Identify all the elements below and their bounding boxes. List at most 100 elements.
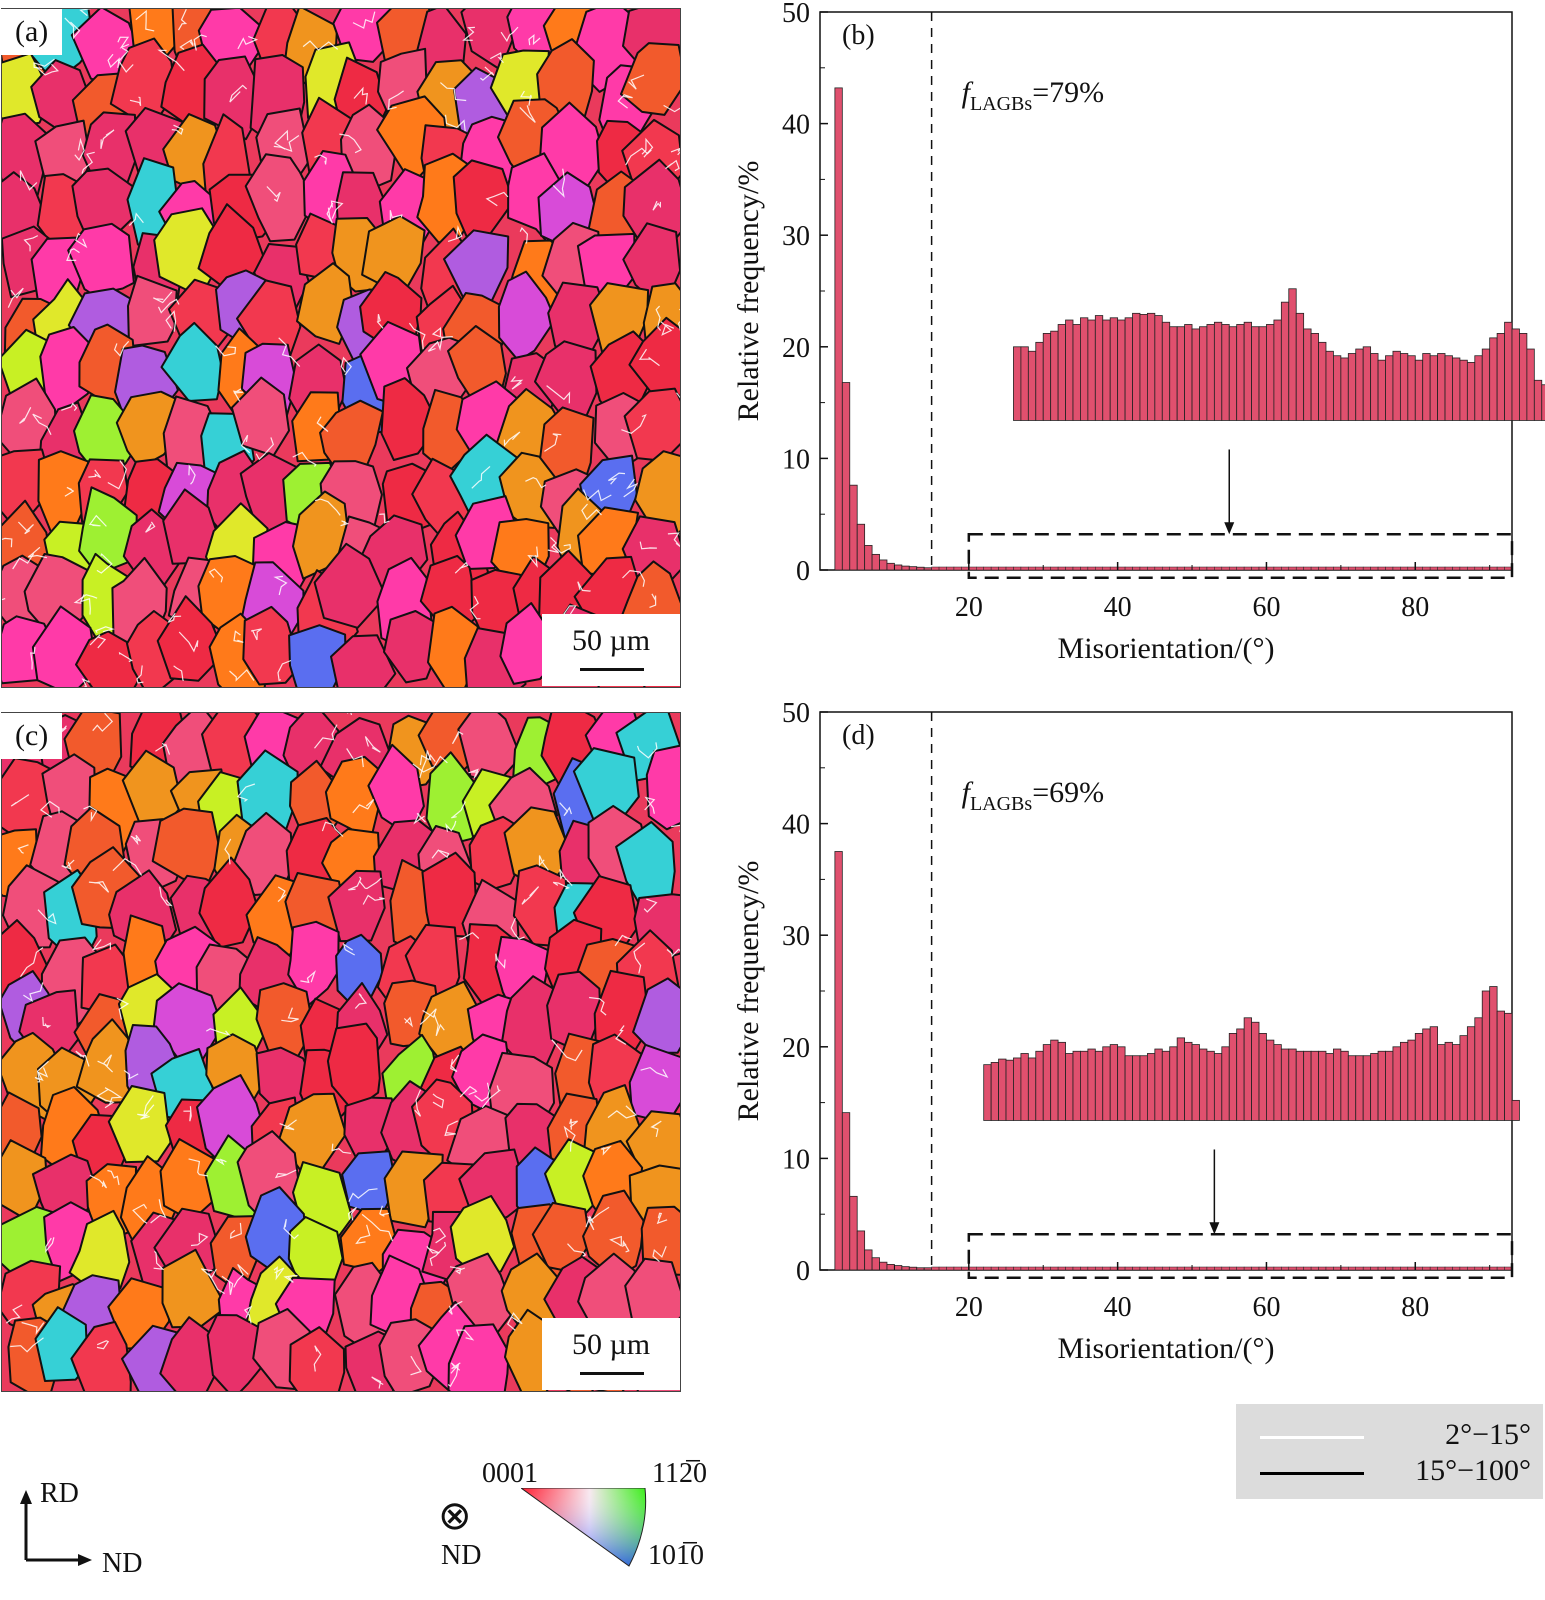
chart-b-inset-bar [1280,301,1290,421]
chart-b-inset-bar [1251,326,1260,421]
chart-d-inset-bar [998,1058,1007,1121]
chart-d-baseline-bar [1013,1266,1022,1271]
chart-d-baseline-bar [1072,1266,1081,1271]
chart-d-baseline-bar [1288,1266,1297,1271]
chart-b-ylabel: Relative frequency/% [732,161,765,422]
chart-b-inset-bar [1541,384,1545,421]
chart-d-baseline-bar [1444,1266,1453,1271]
ipf-corner-0001: 0001 [482,1458,538,1489]
chart-d-inset-bar [1139,1055,1148,1121]
chart-b-baseline-bar [946,566,955,571]
chart-d-baseline-bar [1169,1266,1178,1271]
chart-b-baseline-bar [1228,566,1237,571]
chart-b-inset-bar [1489,337,1498,421]
chart-b-baseline-bar [1310,566,1319,571]
chart-d-inset-bar [1280,1048,1290,1121]
chart-b-inset-bar [1027,350,1037,421]
chart-d-baseline-bar [1348,1266,1356,1271]
chart-b-panel-label: (b) [842,20,875,51]
chart-d-baseline-bar [953,1266,962,1271]
chart-d-inset-bar [1362,1055,1372,1121]
chart-b-inset-bar [1072,324,1081,421]
scalebar-line-c [580,1372,644,1375]
chart-b-baseline-bar [1191,566,1200,571]
chart-b-inset-bar [1355,348,1364,421]
chart-b-baseline-bar [1318,566,1327,571]
chart-b-xtick-label: 20 [955,592,983,623]
chart-b-baseline-bar [1325,566,1334,571]
chart-b-baseline-bar [1221,566,1230,571]
chart-b-ytick-label: 10 [782,444,810,475]
chart-b-inset-bar [1094,315,1104,421]
chart-b-bar [849,484,858,571]
chart-b-inset-bar [1333,355,1342,421]
chart-b-inset-bar [1184,324,1193,421]
chart-b-baseline-bar [1005,566,1014,571]
chart-d-baseline-bar [1020,1266,1029,1271]
chart-b-bar [879,559,888,571]
chart-d-baseline-bar [976,1266,984,1271]
chart-b-inset-bar [1228,326,1238,421]
chart-d-inset-bar [1407,1039,1416,1121]
chart-b-inset-bar [1519,333,1528,421]
chart-d-inset-bar [1340,1050,1349,1121]
chart-d-inset-bar [1065,1053,1074,1121]
chart-d-baseline-bar [1355,1266,1364,1271]
chart-b-baseline-bar [1481,566,1490,571]
chart-b-baseline-bar [1162,566,1170,571]
chart-d-baseline-bar [1057,1266,1066,1271]
chart-d-inset-bar [1087,1048,1096,1121]
chart-b-bar [901,565,910,571]
chart-b-inset-bar [1385,355,1394,421]
chart-d-baseline-bar [1370,1266,1379,1271]
chart-b-inset-bar [1481,348,1491,421]
chart-b-baseline-bar [1139,566,1148,571]
chart-d-ytick-label: 50 [782,700,810,729]
chart-b-inset-bar [1013,346,1022,421]
chart-d-inset-bar [1035,1050,1044,1121]
chart-b-baseline-bar [1124,566,1133,571]
chart-d-bar [916,1267,925,1271]
legend-item-lagb: 2°−15° [1260,1418,1531,1452]
chart-b-baseline-bar [1236,566,1245,571]
chart-b-annotation: fLAGBs=79% [962,76,1105,115]
nd-out-of-plane-icon: ⊗ [438,1493,472,1538]
chart-d-baseline-bar [1095,1266,1104,1271]
chart-d-baseline-bar [1489,1266,1498,1271]
chart-d-inset-bar [1080,1050,1089,1121]
chart-d-baseline-bar [1221,1266,1230,1271]
ebsd-map-c [1,712,681,1392]
chart-b-ytick-label: 30 [782,221,810,252]
chart-d-inset-bar [1466,1026,1476,1121]
chart-b-baseline-bar [1385,566,1394,571]
chart-b-inset-bar [1377,359,1386,421]
chart-b-inset-bar [1109,317,1119,421]
chart-d-bar [894,1265,903,1271]
chart-b-inset-bar [1452,357,1461,421]
scalebar-a: 50 µm [542,614,680,686]
chart-d-inset-bar [1013,1057,1022,1121]
chart-b-baseline-bar [1132,566,1141,571]
chart-b-xlabel: Misorientation/(°) [1058,632,1275,665]
chart-b-baseline-bar [1020,566,1029,571]
chart-d-inset-bar [1370,1053,1379,1121]
chart-b-inset-bar [1362,346,1372,421]
chart-b-baseline-bar [1057,566,1066,571]
chart-b-inset-arrow-head [1224,522,1235,535]
chart-b-baseline-bar [1295,566,1304,571]
chart-b-baseline-bar [1459,566,1468,571]
chart-b-baseline-bar [1333,566,1342,571]
chart-d-inset-bar [1422,1028,1431,1121]
chart-b-inset-bar [1124,317,1133,421]
chart-d-baseline-bar [1467,1266,1476,1271]
chart-b-baseline-bar [1377,566,1386,571]
chart-d-inset-arrow-head [1209,1222,1220,1235]
chart-b-inset-bar [1169,326,1178,421]
chart-b-inset-bar [1206,324,1215,421]
chart-b-baseline-bar [953,566,962,571]
chart-b-baseline-bar [1288,566,1297,571]
chart-d-inset-bar [1072,1050,1081,1121]
chart-b-bar [864,545,873,571]
chart-b-baseline-bar [938,566,947,571]
chart-b-baseline-bar [961,566,970,571]
